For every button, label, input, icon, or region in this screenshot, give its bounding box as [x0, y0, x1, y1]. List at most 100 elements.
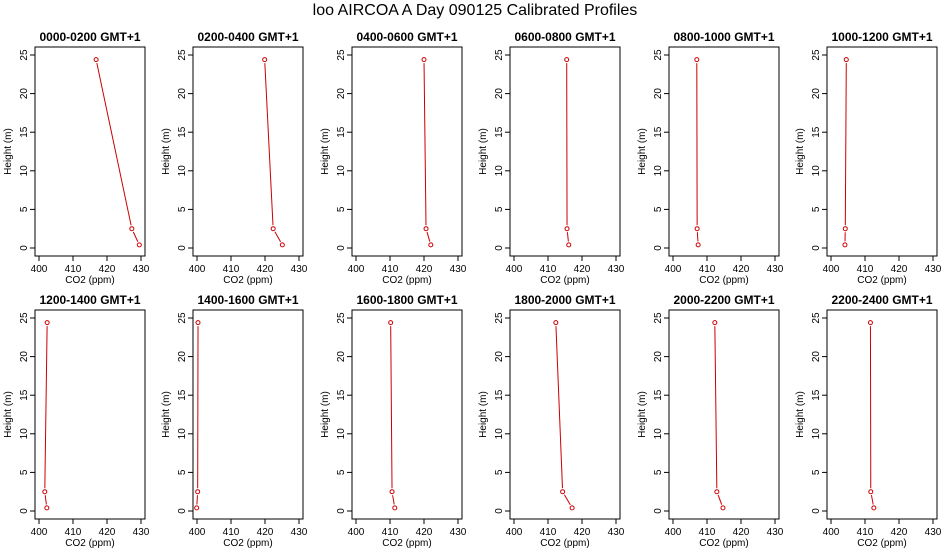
- y-tick-label: 10: [494, 165, 505, 177]
- profile-line: [132, 231, 139, 242]
- y-tick-label: 0: [494, 245, 505, 251]
- x-tick-label: 410: [382, 264, 399, 275]
- y-tick-label: 5: [336, 206, 347, 212]
- y-tick-label: 10: [177, 165, 188, 177]
- y-tick-label: 10: [653, 428, 664, 440]
- profile-panel: 0200-0400 GMT+1 400 410 420 430 0 5 10 15 20 25 CO2…: [161, 30, 308, 286]
- profile-panel: 0000-0200 GMT+1 400 410 420 430 0 5 10 15 20 25 CO2…: [3, 30, 150, 286]
- profile-panel: 2200-2400 GMT+1 400 410 420 430 0 5 10 15 20 25 CO2…: [795, 293, 942, 549]
- x-tick-label: 420: [574, 264, 591, 275]
- profile-point: [44, 505, 50, 511]
- y-tick-label: 10: [336, 428, 347, 440]
- x-tick-label: 400: [189, 264, 206, 275]
- profile-point: [564, 226, 570, 232]
- profile-panel: 1400-1600 GMT+1 400 410 420 430 0 5 10 15 20 25 CO2…: [161, 293, 308, 549]
- x-tick-label: 410: [65, 264, 82, 275]
- profile-line: [870, 495, 874, 505]
- profile-line: [44, 495, 47, 505]
- y-tick-label: 5: [19, 469, 30, 475]
- y-tick-label: 10: [336, 165, 347, 177]
- profile-point: [270, 226, 276, 232]
- x-axis-label: CO2 (ppm): [223, 538, 272, 549]
- page-title: loo AIRCOA A Day 090125 Calibrated Profi…: [312, 2, 638, 19]
- profile-point: [842, 242, 848, 248]
- x-tick-label: 400: [189, 527, 206, 538]
- profile-point: [262, 57, 268, 63]
- panel-title: 0400-0600 GMT+1: [356, 30, 457, 44]
- profile-point: [423, 226, 429, 232]
- y-tick-label: 15: [19, 126, 30, 138]
- panel-title: 0800-1000 GMT+1: [673, 30, 774, 44]
- y-axis-label: Height (m): [637, 128, 648, 175]
- panel-title: 1000-1200 GMT+1: [831, 30, 932, 44]
- x-axis-label: CO2 (ppm): [65, 275, 114, 286]
- profile-line: [264, 63, 274, 226]
- y-tick-label: 0: [336, 245, 347, 251]
- y-tick-label: 0: [177, 245, 188, 251]
- profile-point: [560, 489, 566, 495]
- y-tick-label: 15: [336, 126, 347, 138]
- y-tick-label: 0: [19, 245, 30, 251]
- profile-panel: 2000-2200 GMT+1 400 410 420 430 0 5 10 15 20 25 CO2…: [637, 293, 784, 549]
- y-tick-label: 25: [653, 49, 664, 61]
- profile-point: [566, 242, 572, 248]
- x-tick-label: 430: [291, 527, 308, 538]
- profile-line: [423, 63, 427, 226]
- plot-frame: [668, 309, 780, 520]
- y-tick-label: 25: [177, 312, 188, 324]
- y-axis-label: Height (m): [3, 128, 14, 175]
- x-tick-label: 410: [540, 527, 557, 538]
- x-tick-label: 400: [823, 527, 840, 538]
- y-tick-label: 25: [19, 49, 30, 61]
- profile-point: [195, 320, 201, 326]
- profile-line: [426, 231, 431, 242]
- y-tick-label: 0: [653, 245, 664, 251]
- profile-line: [844, 63, 847, 226]
- y-tick-label: 5: [653, 206, 664, 212]
- x-tick-label: 410: [65, 527, 82, 538]
- y-tick-label: 10: [653, 165, 664, 177]
- y-tick-label: 5: [811, 469, 822, 475]
- profile-line: [44, 326, 48, 489]
- plot-frame: [351, 46, 463, 257]
- x-tick-label: 410: [699, 264, 716, 275]
- profile-line: [274, 231, 282, 243]
- profile-line: [392, 495, 395, 505]
- x-tick-label: 410: [223, 527, 240, 538]
- profile-point: [712, 320, 718, 326]
- profile-point: [428, 242, 434, 248]
- profile-line: [555, 326, 563, 489]
- profile-point: [93, 57, 99, 63]
- plot-frame: [34, 46, 146, 257]
- x-tick-label: 420: [733, 264, 750, 275]
- profile-line: [696, 232, 699, 242]
- y-tick-label: 15: [811, 126, 822, 138]
- profile-point: [392, 505, 398, 511]
- panel-title: 1600-1800 GMT+1: [356, 293, 457, 307]
- x-tick-label: 400: [31, 527, 48, 538]
- x-tick-label: 430: [133, 264, 150, 275]
- y-tick-label: 10: [177, 428, 188, 440]
- y-tick-label: 15: [494, 126, 505, 138]
- y-tick-label: 5: [811, 206, 822, 212]
- profile-panel: 0600-0800 GMT+1 400 410 420 430 0 5 10 15 20 25 CO2…: [478, 30, 625, 286]
- y-tick-label: 20: [336, 88, 347, 100]
- y-tick-label: 25: [653, 312, 664, 324]
- plot-frame: [192, 309, 304, 520]
- panel-title: 0600-0800 GMT+1: [514, 30, 615, 44]
- y-tick-label: 10: [811, 428, 822, 440]
- x-tick-label: 420: [99, 264, 116, 275]
- x-tick-label: 430: [450, 264, 467, 275]
- y-tick-label: 10: [19, 428, 30, 440]
- x-axis-label: CO2 (ppm): [382, 538, 431, 549]
- x-tick-label: 420: [257, 527, 274, 538]
- y-tick-label: 0: [19, 508, 30, 514]
- x-axis-label: CO2 (ppm): [857, 275, 906, 286]
- y-tick-label: 5: [336, 469, 347, 475]
- profile-panel: 1000-1200 GMT+1 400 410 420 430 0 5 10 15 20 25 CO2…: [795, 30, 942, 286]
- x-axis-label: CO2 (ppm): [223, 275, 272, 286]
- profile-point: [695, 242, 701, 248]
- panel-title: 0000-0200 GMT+1: [39, 30, 140, 44]
- x-tick-label: 420: [574, 527, 591, 538]
